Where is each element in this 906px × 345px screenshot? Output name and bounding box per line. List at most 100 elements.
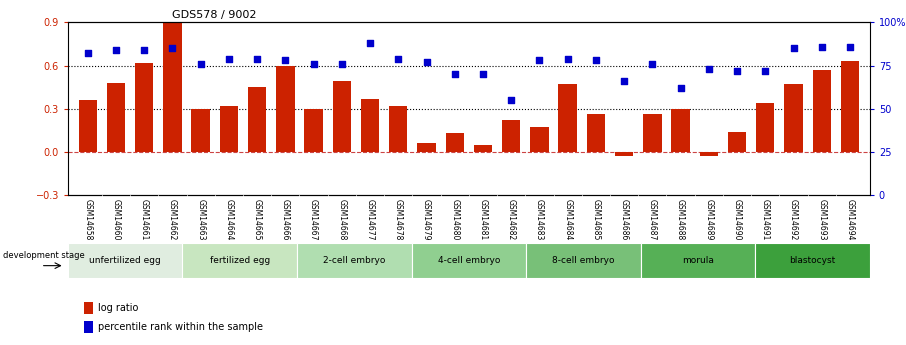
Text: GSM14681: GSM14681 (478, 199, 487, 240)
Point (843, 44, 857, 49)
Bar (418, 143, 436, 152)
Point (617, 78, 631, 84)
Point (109, 47, 123, 53)
Text: GDS578 / 9002: GDS578 / 9002 (172, 10, 256, 20)
Text: GSM14658: GSM14658 (83, 199, 92, 240)
Point (391, 56, 406, 61)
Bar (841, 61, 859, 152)
Text: GSM14679: GSM14679 (422, 199, 431, 240)
Bar (615, 152, 633, 156)
Bar (163, 22, 181, 152)
Text: GSM14689: GSM14689 (704, 199, 713, 240)
Bar (411, 243, 526, 278)
Bar (361, 99, 380, 152)
Text: GSM14667: GSM14667 (309, 199, 318, 240)
Point (786, 46, 801, 51)
Text: GSM14678: GSM14678 (394, 199, 403, 240)
Text: percentile rank within the sample: percentile rank within the sample (98, 322, 264, 332)
Text: unfertilized egg: unfertilized egg (90, 256, 161, 265)
Point (448, 71, 462, 77)
Bar (276, 66, 294, 152)
Text: GSM14686: GSM14686 (620, 199, 629, 240)
Point (137, 47, 151, 53)
Point (81, 51, 95, 56)
Point (306, 61, 321, 67)
Text: GSM14694: GSM14694 (845, 199, 854, 240)
Point (334, 61, 349, 67)
Bar (68, 243, 182, 278)
Text: GSM14663: GSM14663 (196, 199, 205, 240)
Bar (587, 115, 605, 152)
Bar (191, 109, 210, 152)
Point (165, 46, 179, 51)
Text: GSM14680: GSM14680 (450, 199, 459, 240)
Point (362, 40, 377, 46)
Point (701, 66, 716, 72)
Text: GSM14687: GSM14687 (648, 199, 657, 240)
Point (476, 71, 490, 77)
Text: GSM14683: GSM14683 (535, 199, 544, 240)
Text: GSM14682: GSM14682 (506, 199, 516, 240)
Bar (756, 243, 870, 278)
Text: log ratio: log ratio (98, 303, 139, 313)
Bar (219, 106, 238, 152)
Bar (389, 106, 408, 152)
Bar (248, 87, 266, 152)
Point (561, 56, 575, 61)
Bar (699, 152, 718, 156)
Text: development stage: development stage (4, 251, 85, 260)
Text: GSM14664: GSM14664 (225, 199, 234, 240)
Text: morula: morula (682, 256, 714, 265)
Text: GSM14685: GSM14685 (592, 199, 601, 240)
Point (673, 85, 688, 91)
Point (419, 59, 434, 65)
Point (222, 56, 236, 61)
Point (193, 61, 207, 67)
Bar (474, 145, 492, 152)
Bar (84, 321, 93, 333)
Text: blastocyst: blastocyst (789, 256, 835, 265)
Text: GSM14668: GSM14668 (337, 199, 346, 240)
Bar (530, 127, 549, 152)
Text: GSM14691: GSM14691 (761, 199, 770, 240)
Text: GSM14665: GSM14665 (253, 199, 262, 240)
Text: GSM14660: GSM14660 (111, 199, 120, 240)
Bar (333, 81, 351, 152)
Point (532, 58, 546, 63)
Bar (107, 83, 125, 152)
Bar (757, 103, 775, 152)
Text: GSM14693: GSM14693 (817, 199, 826, 240)
Bar (182, 243, 297, 278)
Bar (297, 243, 411, 278)
Text: GSM14666: GSM14666 (281, 199, 290, 240)
Bar (558, 84, 577, 152)
Point (250, 56, 265, 61)
Bar (785, 84, 803, 152)
Bar (304, 109, 323, 152)
Point (758, 68, 773, 73)
Bar (813, 70, 831, 152)
Bar (135, 63, 153, 152)
Text: GSM14692: GSM14692 (789, 199, 798, 240)
Text: GSM14662: GSM14662 (168, 199, 177, 240)
Bar (643, 115, 661, 152)
Bar (641, 243, 756, 278)
Text: 4-cell embryo: 4-cell embryo (438, 256, 500, 265)
Bar (526, 243, 641, 278)
Point (645, 61, 660, 67)
Point (278, 58, 293, 63)
Text: GSM14688: GSM14688 (676, 199, 685, 240)
Point (589, 58, 603, 63)
Text: fertilized egg: fertilized egg (209, 256, 270, 265)
Text: GSM14677: GSM14677 (365, 199, 374, 240)
Bar (84, 302, 93, 314)
Text: 8-cell embryo: 8-cell embryo (552, 256, 614, 265)
Bar (79, 100, 97, 152)
Point (814, 44, 829, 49)
Bar (671, 109, 689, 152)
Bar (728, 132, 747, 152)
Text: GSM14661: GSM14661 (140, 199, 149, 240)
Text: GSM14684: GSM14684 (564, 199, 573, 240)
Point (504, 97, 518, 103)
Bar (446, 133, 464, 152)
